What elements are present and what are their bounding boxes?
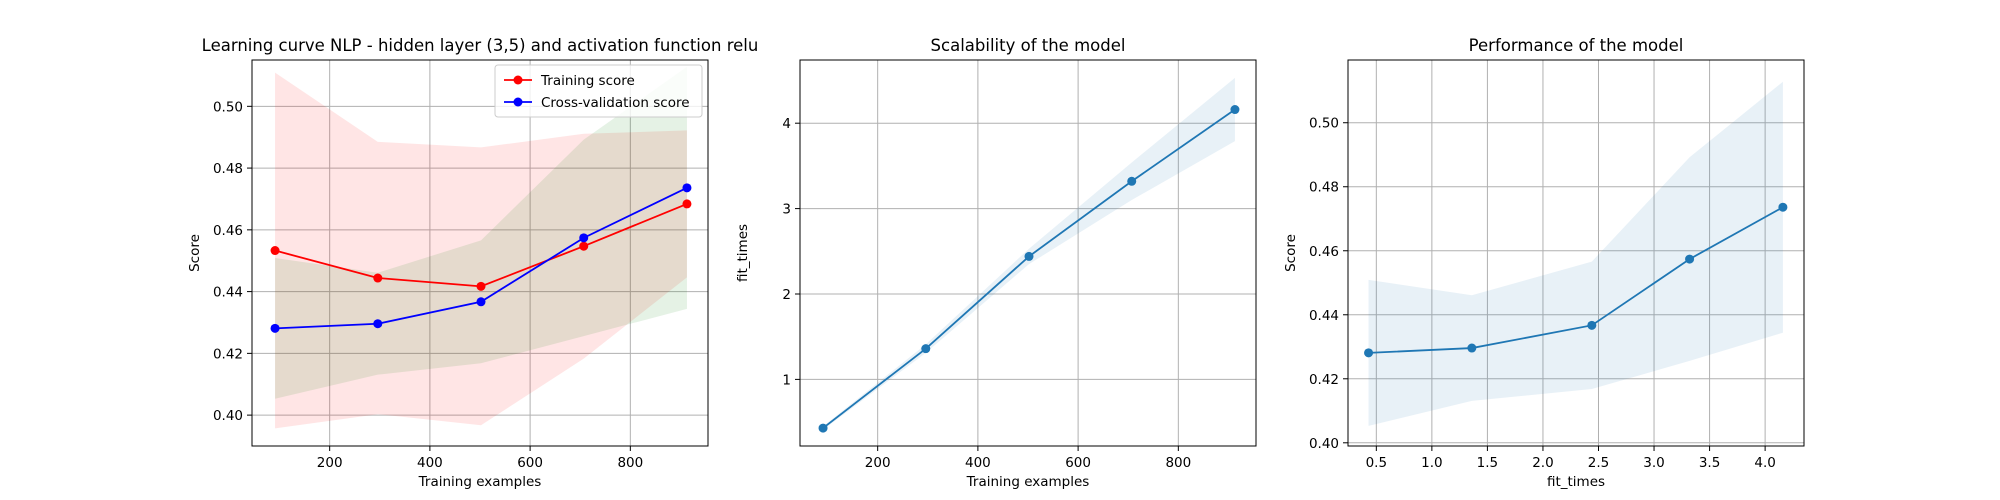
y-tick-label: 0.42 bbox=[1309, 372, 1339, 388]
y-tick-label: 0.44 bbox=[213, 285, 243, 301]
x-tick-label: 400 bbox=[417, 455, 443, 471]
legend-label: Cross-validation score bbox=[541, 95, 690, 111]
x-tick-label: 1.0 bbox=[1421, 455, 1442, 471]
data-point bbox=[818, 423, 828, 433]
x-tick-label: 800 bbox=[617, 455, 643, 471]
x-tick-label: 3.5 bbox=[1699, 455, 1720, 471]
std-band-2 bbox=[275, 66, 687, 399]
legend-label: Training score bbox=[540, 73, 635, 89]
x-tick-label: 4.0 bbox=[1754, 455, 1775, 471]
x-tick-label: 800 bbox=[1165, 455, 1191, 471]
data-point bbox=[373, 273, 383, 283]
data-point bbox=[1127, 176, 1137, 186]
data-point bbox=[682, 199, 692, 209]
axes-frame bbox=[1347, 59, 1805, 447]
y-tick-label: 0.48 bbox=[213, 161, 243, 177]
data-point bbox=[1778, 202, 1788, 212]
y-tick-label: 0.46 bbox=[1309, 244, 1339, 260]
data-point bbox=[270, 323, 280, 333]
x-axis-label: Training examples bbox=[418, 474, 542, 490]
x-tick-label: 400 bbox=[965, 455, 991, 471]
y-axis-label: Score bbox=[1283, 234, 1299, 272]
chart-title: Scalability of the model bbox=[931, 36, 1126, 55]
y-tick-label: 0.40 bbox=[213, 408, 243, 424]
axes-frame bbox=[251, 59, 709, 447]
axes-frame bbox=[799, 59, 1257, 447]
y-tick-label: 0.50 bbox=[1309, 116, 1339, 132]
chart-title: Learning curve NLP - hidden layer (3,5) … bbox=[202, 36, 759, 55]
data-point bbox=[1364, 348, 1374, 358]
data-point bbox=[579, 233, 589, 243]
y-tick-label: 0.50 bbox=[213, 99, 243, 115]
std-band-1 bbox=[275, 72, 687, 429]
x-tick-label: 2.5 bbox=[1588, 455, 1609, 471]
y-tick-label: 0.42 bbox=[213, 346, 243, 362]
legend-marker bbox=[513, 75, 523, 85]
data-point bbox=[1685, 254, 1695, 264]
chart-panel-1: 200 400 600 800 0.40 0.42 0.44 0.46 0.48 0.50 Lear… bbox=[187, 36, 758, 490]
y-tick-label: 1 bbox=[782, 372, 791, 388]
chart-title: Performance of the model bbox=[1469, 36, 1684, 55]
data-point bbox=[1024, 251, 1034, 261]
y-tick-label: 0.48 bbox=[1309, 180, 1339, 196]
data-point bbox=[921, 344, 931, 354]
legend: Training score Cross-validation score bbox=[494, 64, 703, 118]
legend-marker bbox=[513, 97, 523, 107]
y-tick-label: 4 bbox=[782, 116, 791, 132]
std-band-1 bbox=[1368, 81, 1783, 426]
x-tick-label: 3.0 bbox=[1643, 455, 1664, 471]
data-point bbox=[1587, 320, 1597, 330]
data-point bbox=[682, 183, 692, 193]
x-tick-label: 200 bbox=[317, 455, 343, 471]
x-tick-label: 600 bbox=[1065, 455, 1091, 471]
x-axis-label: Training examples bbox=[966, 474, 1090, 490]
data-point bbox=[270, 246, 280, 256]
x-tick-label: 600 bbox=[517, 455, 543, 471]
y-tick-label: 2 bbox=[782, 287, 791, 303]
x-axis-label: fit_times bbox=[1547, 474, 1605, 490]
x-tick-label: 1.5 bbox=[1477, 455, 1498, 471]
chart-panel-2: 200 400 600 800 1 2 3 4 Scalability of the model… bbox=[735, 36, 1257, 490]
chart-panel-3: 0.5 1.0 1.5 2.0 2.5 3.0 3.5 4.0 0.40 0.42 0.44 0.46… bbox=[1283, 36, 1805, 490]
y-axis-label: Score bbox=[187, 234, 203, 272]
data-point bbox=[476, 297, 486, 307]
x-tick-label: 0.5 bbox=[1366, 455, 1387, 471]
data-point bbox=[579, 241, 589, 251]
data-point bbox=[373, 319, 383, 329]
x-tick-label: 200 bbox=[865, 455, 891, 471]
data-point bbox=[1230, 105, 1240, 115]
y-axis-label: fit_times bbox=[735, 224, 751, 282]
data-point bbox=[1467, 343, 1477, 353]
legend-frame bbox=[494, 64, 703, 118]
y-tick-label: 0.44 bbox=[1309, 308, 1339, 324]
data-point bbox=[476, 281, 486, 291]
y-tick-label: 0.40 bbox=[1309, 436, 1339, 452]
x-tick-label: 2.0 bbox=[1532, 455, 1553, 471]
y-tick-label: 0.46 bbox=[213, 223, 243, 239]
y-tick-label: 3 bbox=[782, 202, 791, 218]
